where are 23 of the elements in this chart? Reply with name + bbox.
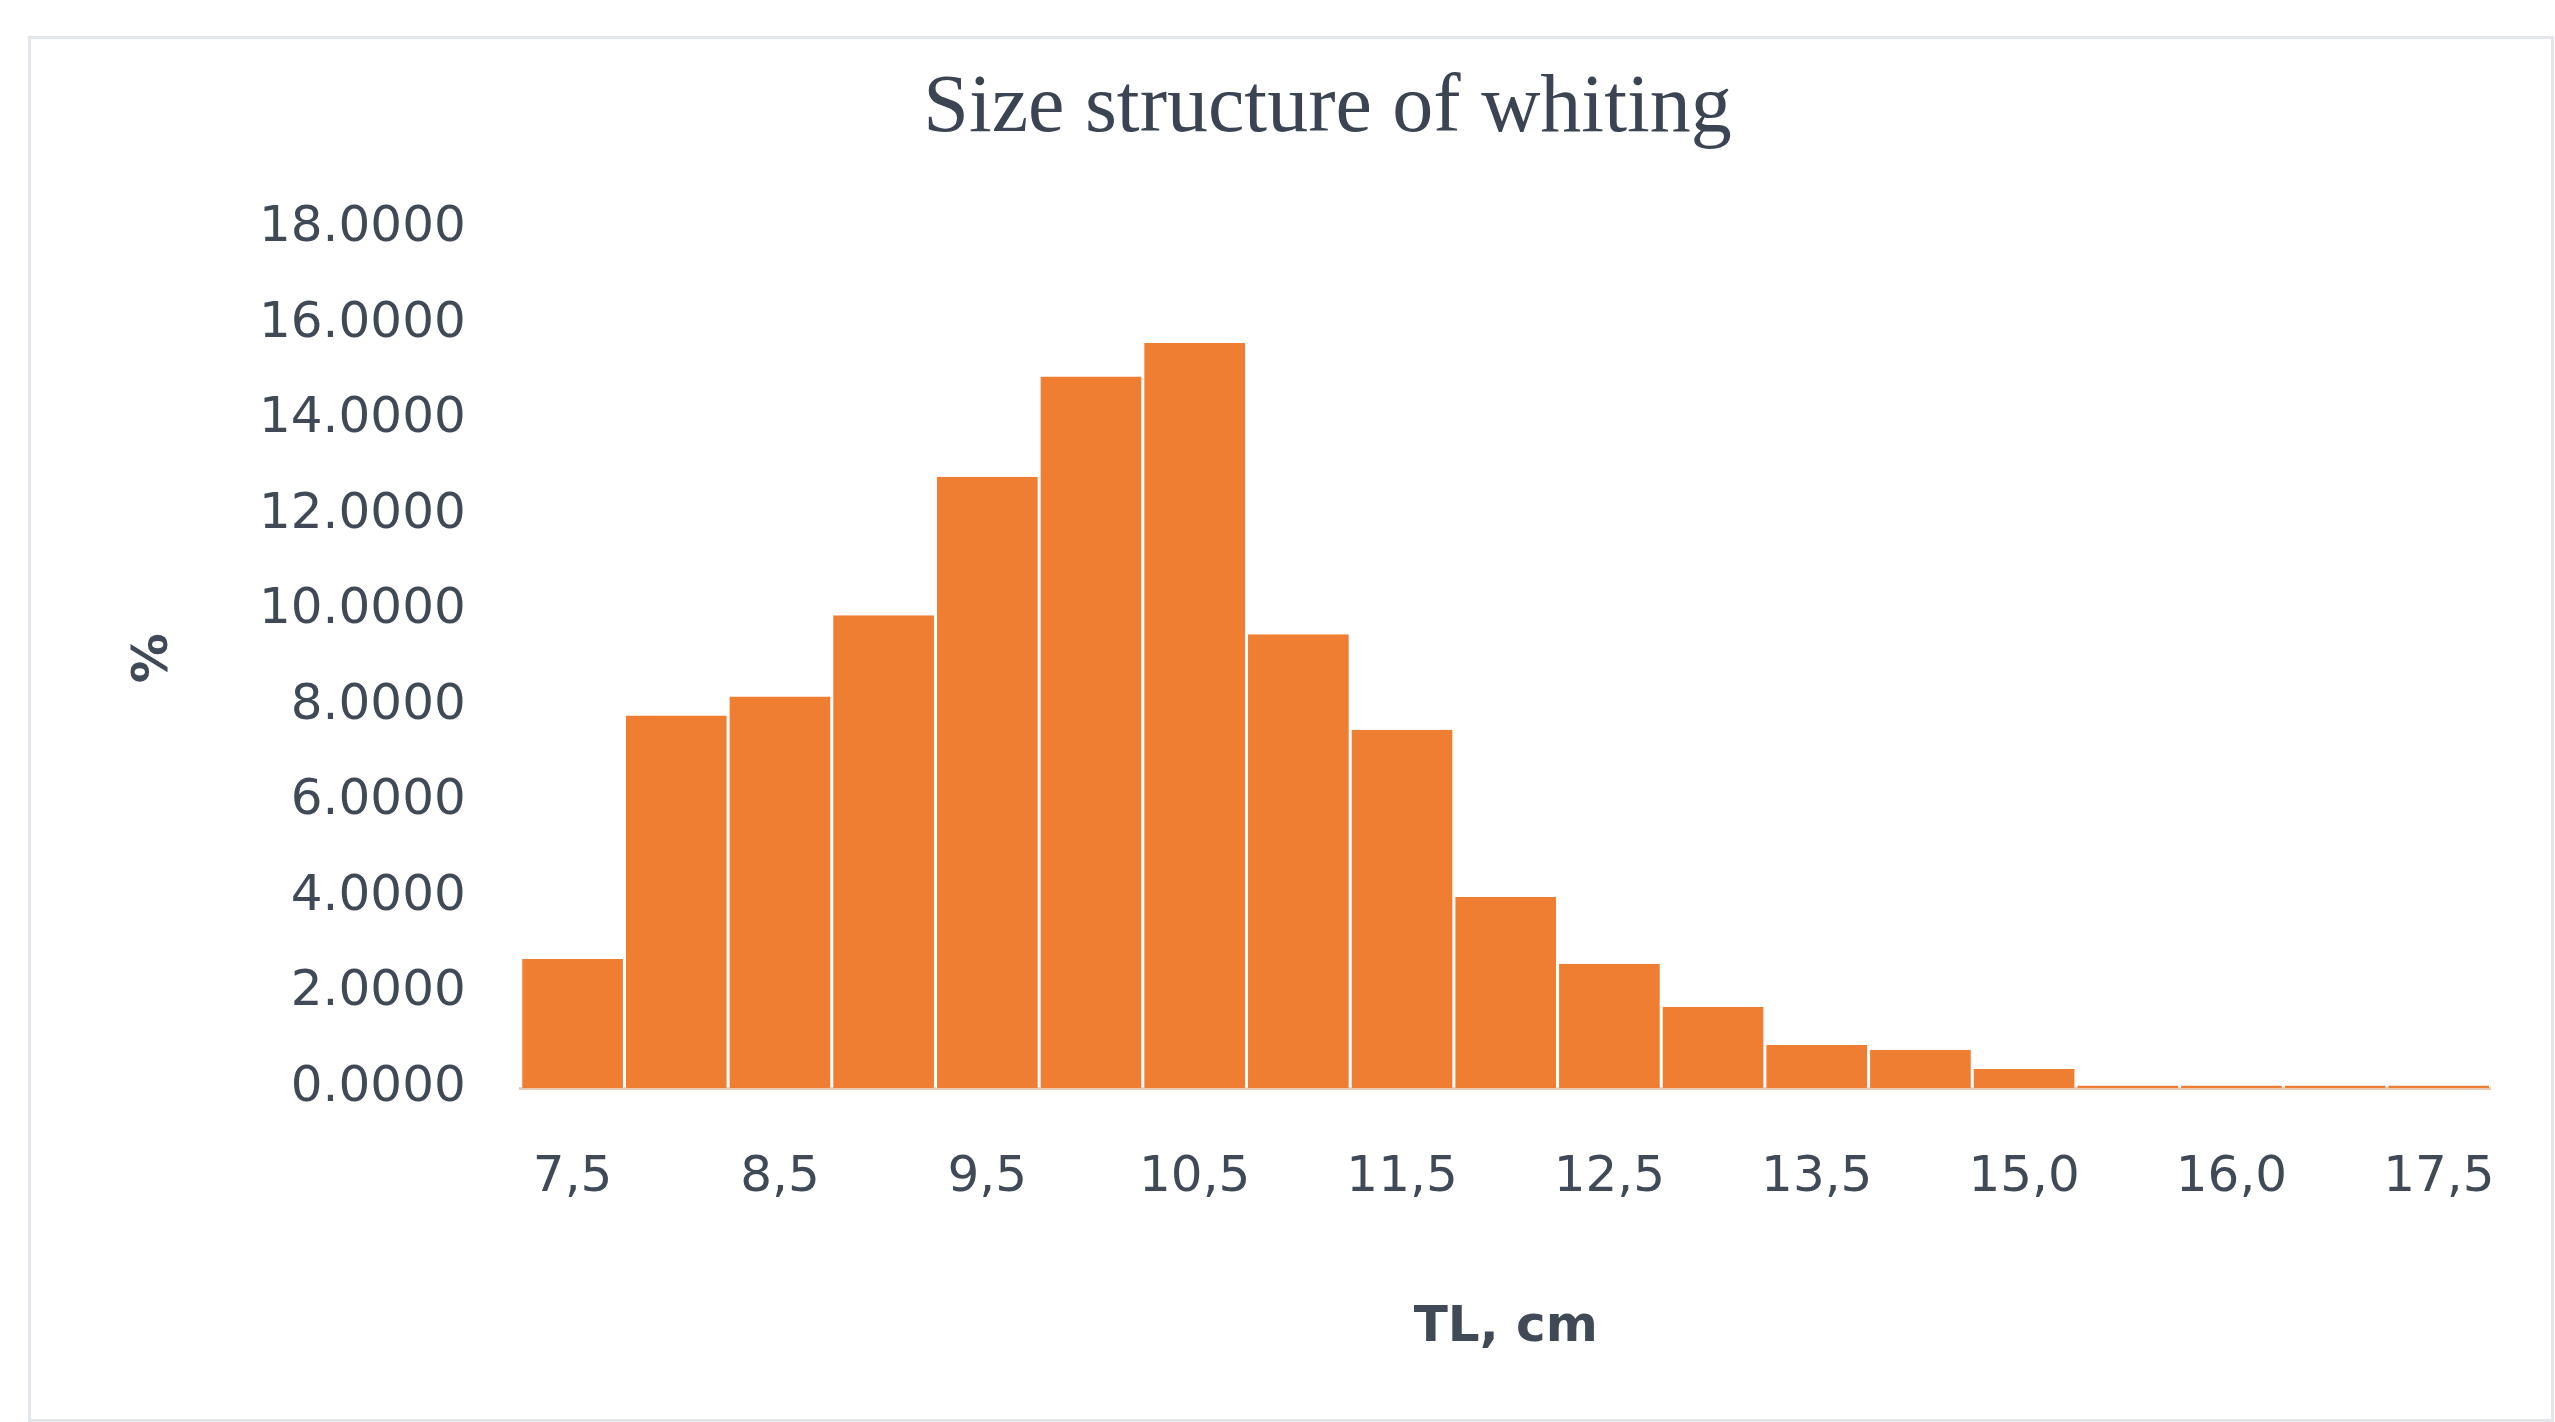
y-tick-label: 2.0000 (290, 959, 466, 1018)
y-tick-label: 18.0000 (259, 195, 466, 254)
x-tick-label: 10,5 (1139, 1144, 1251, 1203)
y-tick-label: 8.0000 (290, 672, 466, 731)
y-tick-label: 12.0000 (259, 481, 466, 540)
x-tick-label: 9,5 (947, 1144, 1028, 1203)
x-tick-label: 12,5 (1553, 1144, 1666, 1203)
x-tick-label: 16,0 (2175, 1144, 2288, 1203)
y-tick-label: 16.0000 (259, 290, 466, 349)
y-tick-label: 10.0000 (259, 577, 466, 636)
chart-title: Size structure of whiting (923, 57, 1732, 149)
x-tick-label: 7,5 (532, 1144, 613, 1203)
x-tick-label: 11,5 (1346, 1144, 1458, 1203)
x-axis-title: TL, cm (1413, 1294, 1598, 1353)
y-tick-label: 6.0000 (290, 768, 466, 827)
y-tick-label: 4.0000 (290, 863, 466, 922)
y-tick-label: 14.0000 (259, 386, 466, 445)
x-tick-label: 13,5 (1761, 1144, 1873, 1203)
x-tick-label: 17,5 (2383, 1144, 2495, 1203)
x-tick-label: 15,0 (1968, 1144, 2080, 1203)
y-tick-label: 0.0000 (290, 1054, 466, 1113)
x-tick-label: 8,5 (740, 1144, 820, 1203)
y-axis-title: % (120, 633, 179, 684)
